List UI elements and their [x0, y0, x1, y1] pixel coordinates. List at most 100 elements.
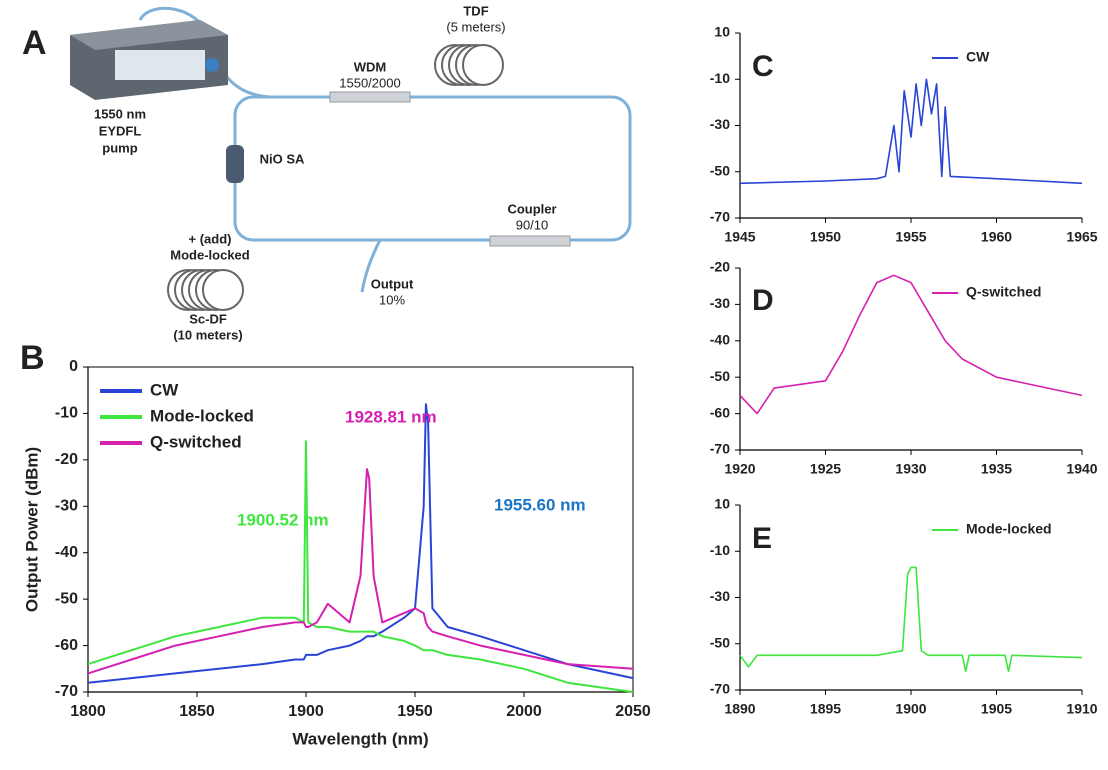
x-tick-label: 1895: [810, 701, 841, 717]
wdm-label: 1550/2000: [339, 75, 400, 90]
x-tick-label: 1965: [1066, 229, 1097, 245]
x-tick-label: 1890: [724, 701, 755, 717]
pump-label: EYDFL: [99, 123, 142, 138]
x-tick-label: 2050: [615, 703, 651, 720]
fiber-loop: [233, 95, 632, 242]
panel-label: A: [22, 24, 47, 62]
legend-label: Q-switched: [966, 284, 1041, 300]
annotation: 1900.52 nm: [237, 510, 329, 529]
series-line: [739, 566, 1083, 673]
output-fiber: [360, 239, 382, 293]
x-tick-label: 1940: [1066, 461, 1097, 477]
scdf-coil: [167, 269, 244, 311]
x-tick-label: 1930: [895, 461, 926, 477]
legend-label: Mode-locked: [150, 406, 254, 425]
y-tick-label: -50: [710, 634, 730, 650]
y-tick-label: -10: [710, 542, 730, 558]
y-tick-label: -70: [710, 209, 730, 225]
chart: D 1920 1925 1930 1935 1940 -70 -60 -50 -40 -30 -20 Q…: [710, 259, 1098, 477]
chart: C 1945 1950 1955 1960 1965 -70 -50 -30 -10 10 CW: [710, 24, 1098, 245]
y-tick-label: -40: [55, 544, 78, 561]
x-tick-label: 1950: [397, 703, 433, 720]
y-tick-label: -70: [710, 441, 730, 457]
legend-label: CW: [966, 49, 990, 65]
scdf-label: Sc-DF: [189, 311, 227, 326]
coupler-label: Coupler: [507, 201, 556, 216]
y-tick-label: -70: [55, 683, 78, 700]
x-tick-label: 1950: [810, 229, 841, 245]
y-tick-label: -30: [55, 498, 78, 515]
panel-label: C: [752, 50, 774, 83]
plot-frame: [740, 33, 1082, 218]
y-tick-label: -20: [710, 259, 730, 275]
coupler: [489, 235, 571, 247]
x-tick-label: 1905: [981, 701, 1012, 717]
y-tick-label: -40: [710, 332, 730, 348]
y-tick-label: -60: [55, 637, 78, 654]
setup-diagram: A 1550 nm EYDFL pump WDM 1550/2000 TDF (…: [22, 3, 632, 342]
output-label: Output: [371, 276, 414, 291]
sa-label: NiO SA: [260, 151, 305, 166]
nio-sa: [226, 145, 244, 183]
y-tick-label: -50: [710, 368, 730, 384]
x-tick-label: 1920: [724, 461, 755, 477]
y-tick-label: 10: [714, 24, 730, 40]
scdf-label: (10 meters): [173, 327, 242, 342]
series-line: [87, 403, 634, 684]
legend-label: Mode-locked: [966, 521, 1052, 537]
x-tick-label: 1900: [288, 703, 324, 720]
pump-top: [70, 20, 228, 50]
y-tick-label: -50: [55, 590, 78, 607]
chart: B 1800 1850 1900 1950 2000 2050 -70 -60 -50 -40 -30…: [20, 339, 651, 749]
pump-label: 1550 nm: [94, 106, 146, 121]
y-tick-label: -60: [710, 404, 730, 420]
x-tick-label: 1910: [1066, 701, 1097, 717]
x-tick-label: 1800: [70, 703, 106, 720]
annotation: 1928.81 nm: [345, 407, 437, 426]
x-tick-label: 2000: [506, 703, 542, 720]
pump-label: pump: [102, 140, 137, 155]
y-tick-label: 10: [714, 496, 730, 512]
pump-panel: [115, 50, 205, 80]
output-label: 10%: [379, 292, 405, 307]
y-tick-label: -10: [710, 70, 730, 86]
x-tick-label: 1960: [981, 229, 1012, 245]
panel-label: B: [20, 339, 45, 377]
coupler-label: 90/10: [516, 217, 549, 232]
y-tick-label: 0: [69, 358, 78, 375]
x-axis-label: Wavelength (nm): [292, 729, 428, 748]
add-label: + (add): [189, 231, 232, 246]
x-tick-label: 1925: [810, 461, 841, 477]
wdm-label: WDM: [354, 59, 387, 74]
annotation: 1955.60 nm: [494, 495, 586, 514]
series-line: [87, 440, 634, 693]
tdf-label: TDF: [463, 3, 488, 18]
wdm: [329, 91, 411, 103]
series-line: [739, 274, 1083, 415]
y-tick-label: -20: [55, 451, 78, 468]
add-label: Mode-locked: [170, 247, 250, 262]
x-tick-label: 1935: [981, 461, 1012, 477]
x-tick-label: 1900: [895, 701, 926, 717]
y-tick-label: -30: [710, 116, 730, 132]
tdf-label: (5 meters): [446, 19, 505, 34]
x-tick-label: 1850: [179, 703, 215, 720]
legend-label: Q-switched: [150, 432, 242, 451]
legend-label: CW: [150, 380, 179, 399]
y-tick-label: -30: [710, 295, 730, 311]
panel-label: E: [752, 522, 772, 555]
y-axis-label: Output Power (dBm): [22, 447, 41, 612]
y-tick-label: -70: [710, 681, 730, 697]
series-line: [739, 78, 1083, 185]
y-tick-label: -50: [710, 162, 730, 178]
y-tick-label: -30: [710, 588, 730, 604]
chart: E 1890 1895 1900 1905 1910 -70 -50 -30 -10 10 Mode-…: [710, 496, 1098, 717]
series-line: [87, 468, 634, 675]
x-tick-label: 1955: [895, 229, 926, 245]
pump-knob: [205, 58, 219, 72]
y-tick-label: -10: [55, 405, 78, 422]
x-tick-label: 1945: [724, 229, 755, 245]
panel-label: D: [752, 284, 774, 317]
tdf-coil: [434, 44, 504, 86]
